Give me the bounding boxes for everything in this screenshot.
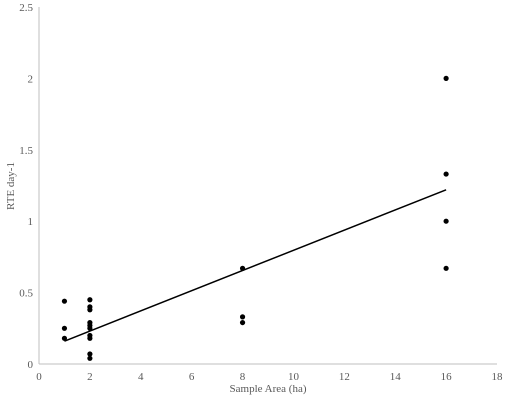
data-point [443,171,449,177]
x-tick-labels: 0 2 4 6 8 10 12 14 16 18 [36,371,503,383]
x-tick-label: 10 [288,371,300,383]
x-tick-label: 12 [339,371,350,383]
trendline [64,189,447,342]
data-point [87,335,93,341]
data-point [239,314,246,320]
x-tick-label: 0 [36,371,42,383]
data-point [87,297,93,303]
x-tick-label: 2 [87,371,93,383]
y-tick-label: 0 [28,359,34,371]
data-points [61,75,449,361]
data-point [239,265,246,271]
y-tick-label: 2 [28,73,34,85]
x-tick-label: 6 [189,371,195,383]
y-tick-label: 2.5 [19,2,33,14]
x-tick-label: 18 [492,371,504,383]
data-point [87,351,93,357]
data-point [61,325,68,331]
data-point [87,325,93,331]
data-point [61,335,68,341]
data-point [443,75,449,81]
x-tick-label: 14 [390,371,402,383]
x-tick-label: 16 [441,371,453,383]
x-axis-title: Sample Area (ha) [230,383,307,395]
trendline-group [64,189,447,342]
y-tick-label: 0.5 [19,288,33,300]
y-tick-labels: 0 0.5 1 1.5 2 2.5 [19,2,33,371]
data-point [87,307,93,313]
x-tick-label: 4 [138,371,144,383]
data-point [87,355,93,361]
y-axis-title: RTE day-1 [5,162,17,210]
y-tick-label: 1 [28,216,34,228]
data-point [443,218,449,224]
y-tick-label: 1.5 [19,145,33,157]
data-point [61,298,68,304]
x-tick-label: 8 [240,371,246,383]
data-point [443,265,449,271]
data-point [239,319,246,326]
